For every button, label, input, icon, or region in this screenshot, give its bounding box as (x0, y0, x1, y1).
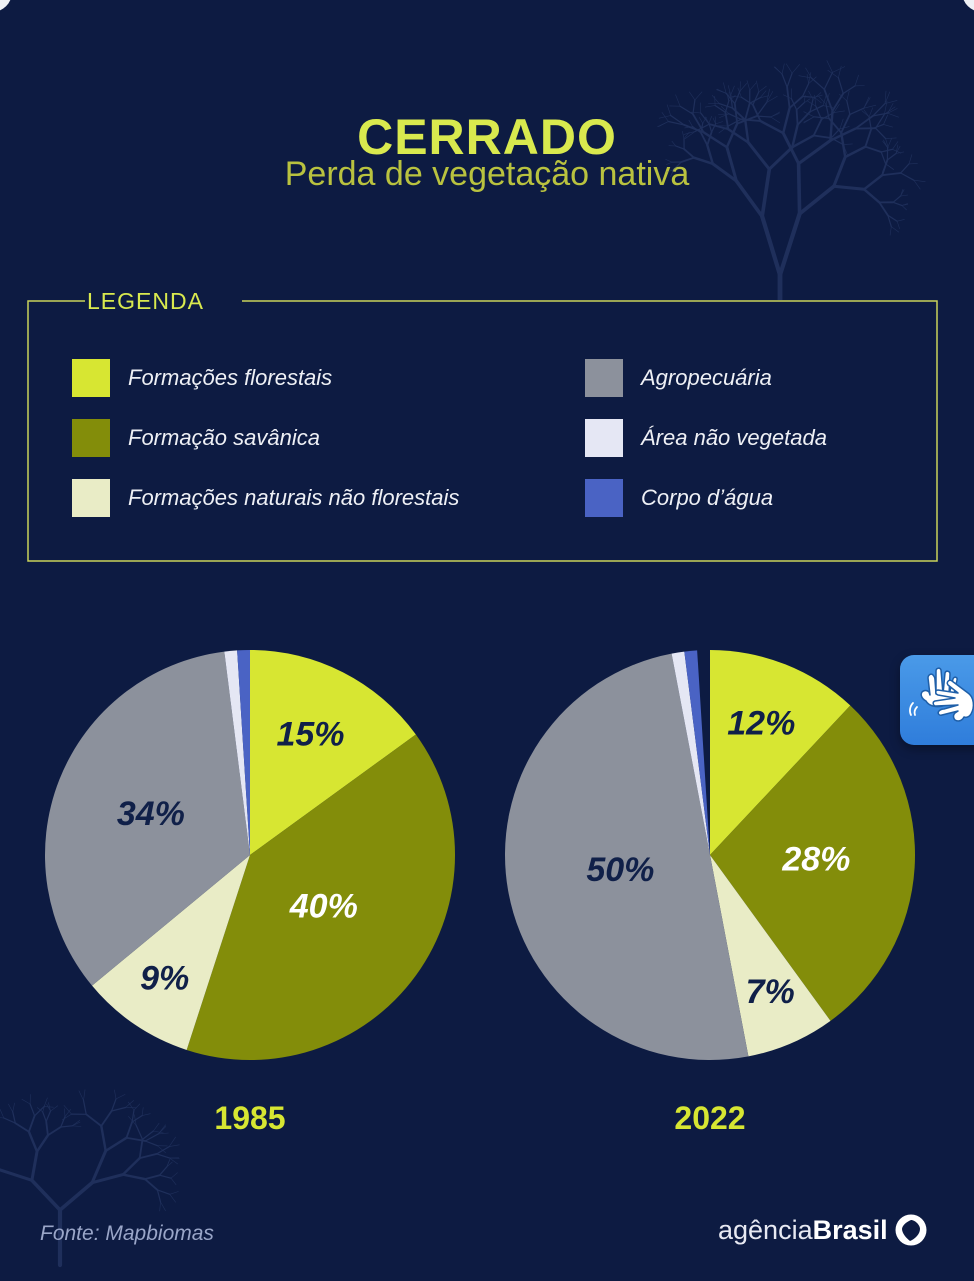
svg-text:12%: 12% (727, 704, 795, 742)
svg-text:28%: 28% (781, 841, 850, 879)
svg-text:34%: 34% (117, 795, 185, 833)
svg-text:15%: 15% (276, 715, 344, 753)
svg-text:9%: 9% (140, 959, 189, 997)
svg-text:50%: 50% (586, 851, 654, 889)
svg-text:40%: 40% (289, 888, 358, 926)
svg-text:7%: 7% (746, 973, 795, 1011)
